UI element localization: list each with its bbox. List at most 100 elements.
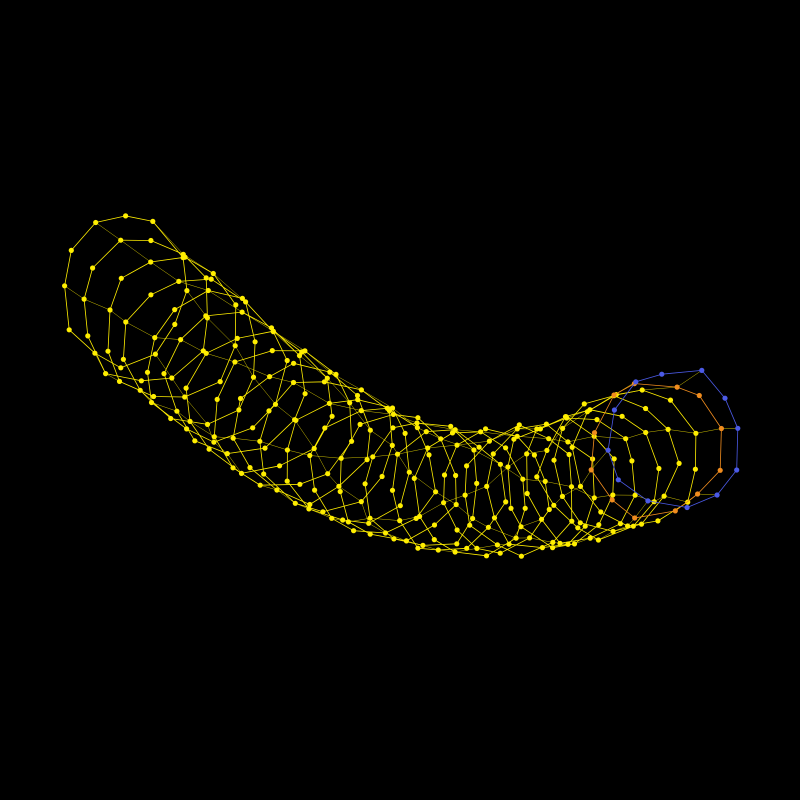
- ring-node: [340, 517, 346, 523]
- ring-node: [695, 491, 701, 497]
- ring-node: [448, 423, 454, 429]
- ring-node: [483, 553, 490, 559]
- ring-node: [577, 483, 584, 489]
- ring-node: [205, 287, 211, 294]
- ring-node: [449, 430, 456, 436]
- ring-node: [595, 537, 602, 543]
- ring-link: [645, 429, 669, 433]
- ring-link: [361, 389, 393, 409]
- ring-node: [470, 515, 476, 522]
- helix-ring: [211, 348, 355, 488]
- ring-node: [389, 405, 396, 411]
- ring-node: [329, 515, 335, 521]
- ring-link: [369, 517, 400, 521]
- ring-node: [123, 213, 129, 219]
- ring-node: [438, 436, 444, 442]
- ring-node: [596, 522, 602, 528]
- ring-link: [397, 447, 428, 455]
- ring-node: [148, 259, 154, 265]
- ring-link: [276, 489, 296, 504]
- ring-node: [684, 504, 690, 511]
- ring-node: [594, 417, 600, 423]
- ring-node: [632, 515, 638, 521]
- ring-node: [518, 524, 524, 530]
- ring-link: [287, 449, 310, 456]
- ring-link: [526, 450, 547, 455]
- ring-node: [524, 451, 530, 457]
- ring-node: [178, 337, 184, 343]
- ring-link: [294, 419, 315, 449]
- ring-link: [443, 494, 466, 503]
- ring-node: [397, 503, 403, 509]
- ring-node: [431, 522, 438, 528]
- ring-node: [148, 399, 155, 406]
- ring-node: [414, 425, 420, 431]
- ring-node: [327, 369, 333, 375]
- ring-link: [625, 432, 646, 439]
- ring-node: [247, 465, 253, 471]
- ring-node: [514, 426, 520, 432]
- ring-link: [154, 337, 181, 340]
- ring-link: [125, 321, 155, 338]
- ring-link: [109, 309, 126, 323]
- ring-link: [695, 428, 722, 434]
- ring-node: [232, 359, 238, 365]
- ring-node: [714, 492, 720, 498]
- ring-node: [382, 530, 389, 536]
- ring-node: [358, 387, 364, 393]
- ring-node: [550, 539, 556, 546]
- ring-node: [503, 445, 509, 451]
- ring-node: [266, 408, 272, 414]
- ring-node: [364, 457, 370, 463]
- ring-link: [313, 448, 328, 474]
- ring-node: [302, 391, 308, 397]
- ring-node: [562, 414, 569, 420]
- ring-node: [425, 445, 431, 451]
- ring-link: [642, 386, 678, 391]
- ring-node: [511, 436, 517, 442]
- ring-node: [497, 461, 503, 467]
- ring-node: [490, 451, 496, 457]
- ring-link: [189, 421, 215, 437]
- ring-node: [214, 396, 220, 402]
- ring-link: [545, 481, 572, 487]
- ring-node: [590, 456, 596, 462]
- ring-node: [390, 425, 396, 431]
- ring-node: [645, 498, 651, 504]
- ring-node: [611, 456, 617, 462]
- ring-node: [584, 409, 591, 415]
- ring-link: [155, 353, 173, 379]
- ring-node: [611, 407, 618, 413]
- ring-link: [634, 500, 649, 519]
- ring-link: [269, 376, 294, 383]
- ring-node: [367, 531, 373, 537]
- ring-node: [454, 527, 460, 533]
- ring-node: [503, 499, 509, 505]
- ring-node: [505, 464, 511, 470]
- ring-node: [676, 460, 682, 466]
- helix-ring: [230, 360, 373, 508]
- ring-node: [569, 444, 575, 450]
- ring-node: [615, 477, 621, 483]
- ring-node: [508, 505, 514, 511]
- ring-node: [389, 487, 396, 493]
- ring-link: [591, 450, 609, 471]
- ring-node: [68, 247, 74, 253]
- ring-link: [455, 429, 481, 433]
- ring-link: [473, 449, 501, 465]
- ring-node: [237, 395, 244, 402]
- ring-link: [676, 370, 702, 388]
- ring-node: [358, 499, 364, 505]
- ring-link: [409, 471, 436, 493]
- ring-link: [422, 545, 439, 551]
- ring-link: [293, 382, 330, 404]
- ring-link: [427, 444, 458, 449]
- ring-link: [393, 414, 418, 424]
- ring-node: [406, 469, 412, 475]
- ring-link: [368, 523, 386, 534]
- ring-node: [538, 516, 545, 522]
- ring-link: [64, 285, 85, 300]
- helix-ring: [362, 420, 480, 549]
- ring-node: [639, 387, 645, 393]
